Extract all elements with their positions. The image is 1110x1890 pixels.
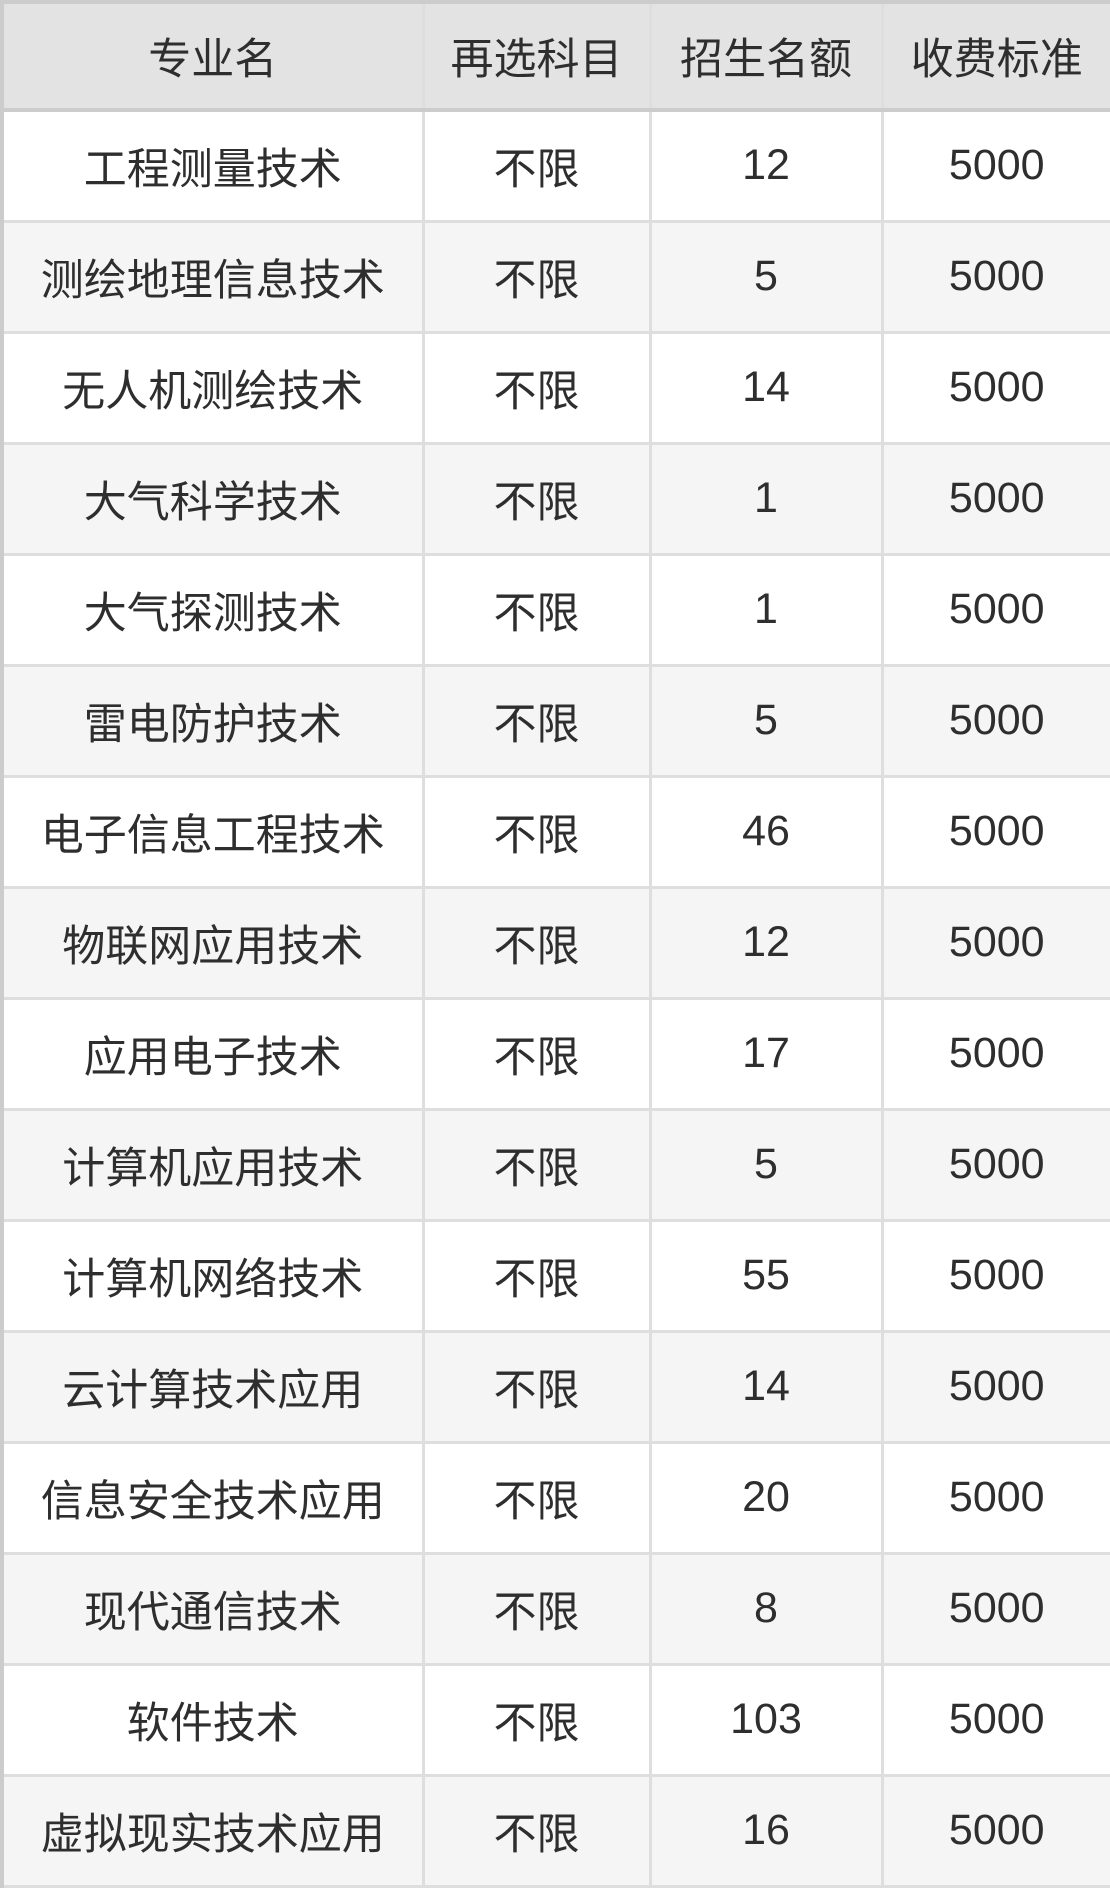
subject-cell: 不限	[421, 996, 652, 1111]
table-row: 工程测量技术 不限 12 5000	[0, 108, 1110, 223]
table-row: 云计算技术应用 不限 14 5000	[0, 1329, 1110, 1444]
major-cell: 大气科学技术	[0, 441, 425, 556]
table-body: 工程测量技术 不限 12 5000 测绘地理信息技术 不限 5 5000 无人机…	[0, 108, 1110, 1888]
column-header-major: 专业名	[0, 0, 425, 112]
major-cell: 应用电子技术	[0, 996, 425, 1111]
fee-cell: 5000	[880, 1662, 1110, 1777]
fee-cell: 5000	[880, 441, 1110, 556]
table-row: 电子信息工程技术 不限 46 5000	[0, 774, 1110, 889]
table-row: 大气探测技术 不限 1 5000	[0, 552, 1110, 667]
subject-cell: 不限	[421, 663, 652, 778]
subject-cell: 不限	[421, 1440, 652, 1555]
header-row: 专业名 再选科目 招生名额 收费标准	[0, 0, 1110, 112]
quota-cell: 16	[648, 1773, 884, 1888]
quota-cell: 5	[648, 663, 884, 778]
fee-cell: 5000	[880, 885, 1110, 1000]
major-cell: 雷电防护技术	[0, 663, 425, 778]
table-row: 计算机应用技术 不限 5 5000	[0, 1107, 1110, 1222]
fee-cell: 5000	[880, 330, 1110, 445]
table-row: 测绘地理信息技术 不限 5 5000	[0, 219, 1110, 334]
major-cell: 测绘地理信息技术	[0, 219, 425, 334]
fee-cell: 5000	[880, 219, 1110, 334]
quota-cell: 14	[648, 1329, 884, 1444]
quota-cell: 20	[648, 1440, 884, 1555]
subject-cell: 不限	[421, 108, 652, 223]
major-cell: 工程测量技术	[0, 108, 425, 223]
major-cell: 信息安全技术应用	[0, 1440, 425, 1555]
fee-cell: 5000	[880, 108, 1110, 223]
quota-cell: 55	[648, 1218, 884, 1333]
fee-cell: 5000	[880, 1440, 1110, 1555]
fee-cell: 5000	[880, 774, 1110, 889]
subject-cell: 不限	[421, 1773, 652, 1888]
table-row: 雷电防护技术 不限 5 5000	[0, 663, 1110, 778]
column-header-quota: 招生名额	[648, 0, 884, 112]
table-row: 软件技术 不限 103 5000	[0, 1662, 1110, 1777]
table-row: 应用电子技术 不限 17 5000	[0, 996, 1110, 1111]
column-header-fee: 收费标准	[880, 0, 1110, 112]
subject-cell: 不限	[421, 441, 652, 556]
fee-cell: 5000	[880, 1551, 1110, 1666]
quota-cell: 5	[648, 1107, 884, 1222]
quota-cell: 12	[648, 885, 884, 1000]
table-row: 计算机网络技术 不限 55 5000	[0, 1218, 1110, 1333]
subject-cell: 不限	[421, 552, 652, 667]
table-row: 无人机测绘技术 不限 14 5000	[0, 330, 1110, 445]
subject-cell: 不限	[421, 885, 652, 1000]
major-cell: 计算机网络技术	[0, 1218, 425, 1333]
subject-cell: 不限	[421, 1329, 652, 1444]
quota-cell: 8	[648, 1551, 884, 1666]
major-cell: 软件技术	[0, 1662, 425, 1777]
quota-cell: 1	[648, 441, 884, 556]
major-cell: 虚拟现实技术应用	[0, 1773, 425, 1888]
major-cell: 无人机测绘技术	[0, 330, 425, 445]
quota-cell: 5	[648, 219, 884, 334]
fee-cell: 5000	[880, 1773, 1110, 1888]
subject-cell: 不限	[421, 219, 652, 334]
subject-cell: 不限	[421, 330, 652, 445]
fee-cell: 5000	[880, 1329, 1110, 1444]
table-row: 现代通信技术 不限 8 5000	[0, 1551, 1110, 1666]
quota-cell: 14	[648, 330, 884, 445]
fee-cell: 5000	[880, 663, 1110, 778]
subject-cell: 不限	[421, 1551, 652, 1666]
major-cell: 现代通信技术	[0, 1551, 425, 1666]
fee-cell: 5000	[880, 996, 1110, 1111]
quota-cell: 17	[648, 996, 884, 1111]
table-row: 虚拟现实技术应用 不限 16 5000	[0, 1773, 1110, 1888]
major-cell: 云计算技术应用	[0, 1329, 425, 1444]
fee-cell: 5000	[880, 1107, 1110, 1222]
major-cell: 电子信息工程技术	[0, 774, 425, 889]
table-row: 信息安全技术应用 不限 20 5000	[0, 1440, 1110, 1555]
major-cell: 大气探测技术	[0, 552, 425, 667]
major-cell: 计算机应用技术	[0, 1107, 425, 1222]
quota-cell: 1	[648, 552, 884, 667]
quota-cell: 12	[648, 108, 884, 223]
quota-cell: 103	[648, 1662, 884, 1777]
column-header-subject: 再选科目	[421, 0, 652, 112]
major-cell: 物联网应用技术	[0, 885, 425, 1000]
table-row: 物联网应用技术 不限 12 5000	[0, 885, 1110, 1000]
subject-cell: 不限	[421, 1107, 652, 1222]
fee-cell: 5000	[880, 552, 1110, 667]
subject-cell: 不限	[421, 1662, 652, 1777]
fee-cell: 5000	[880, 1218, 1110, 1333]
table-row: 大气科学技术 不限 1 5000	[0, 441, 1110, 556]
subject-cell: 不限	[421, 1218, 652, 1333]
subject-cell: 不限	[421, 774, 652, 889]
quota-cell: 46	[648, 774, 884, 889]
